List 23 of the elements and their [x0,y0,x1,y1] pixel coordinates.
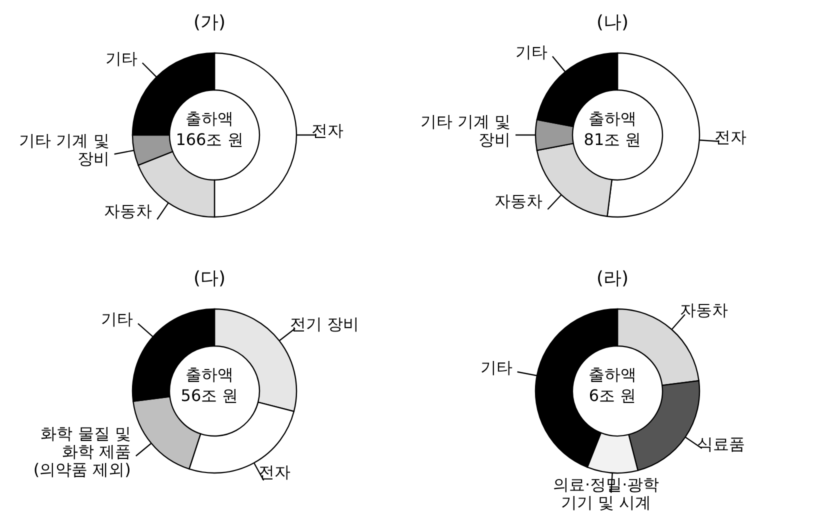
text: 출하액 56조 원 [180,364,240,406]
slice-label: 기타 [515,42,548,62]
chart-title: (나) [595,11,630,34]
text: 출하액 6조 원 [588,364,638,406]
slice-label: 기타 기계 및 장비 [420,112,510,149]
text: 출하액 81조 원 [582,108,642,150]
slice-label: 자동차 [104,201,152,220]
slice-label: 기타 기계 및 장비 [19,131,110,168]
slice-label: 자동차 [680,300,728,320]
slice-label: 기타 [105,48,138,68]
slice-label: 화학 물질 및 화학 제품 (의약품 제외) [33,424,131,480]
text: 출하액 166조 원 [174,108,244,150]
chart-title: (라) [595,267,630,290]
slice-label: 전기 장비 [290,314,360,334]
slice-label: 전자 [312,121,344,140]
chart-title: (가) [192,11,227,34]
slice-label: 식료품 [696,434,745,454]
slice-label: 기타 [100,310,133,329]
slice-label: 자동차 [494,191,543,210]
slice-label: 전자 [714,127,746,146]
slice-label: 기타 [480,358,512,377]
chart-title: (다) [192,267,227,290]
slice-label: 전자 [258,462,291,482]
